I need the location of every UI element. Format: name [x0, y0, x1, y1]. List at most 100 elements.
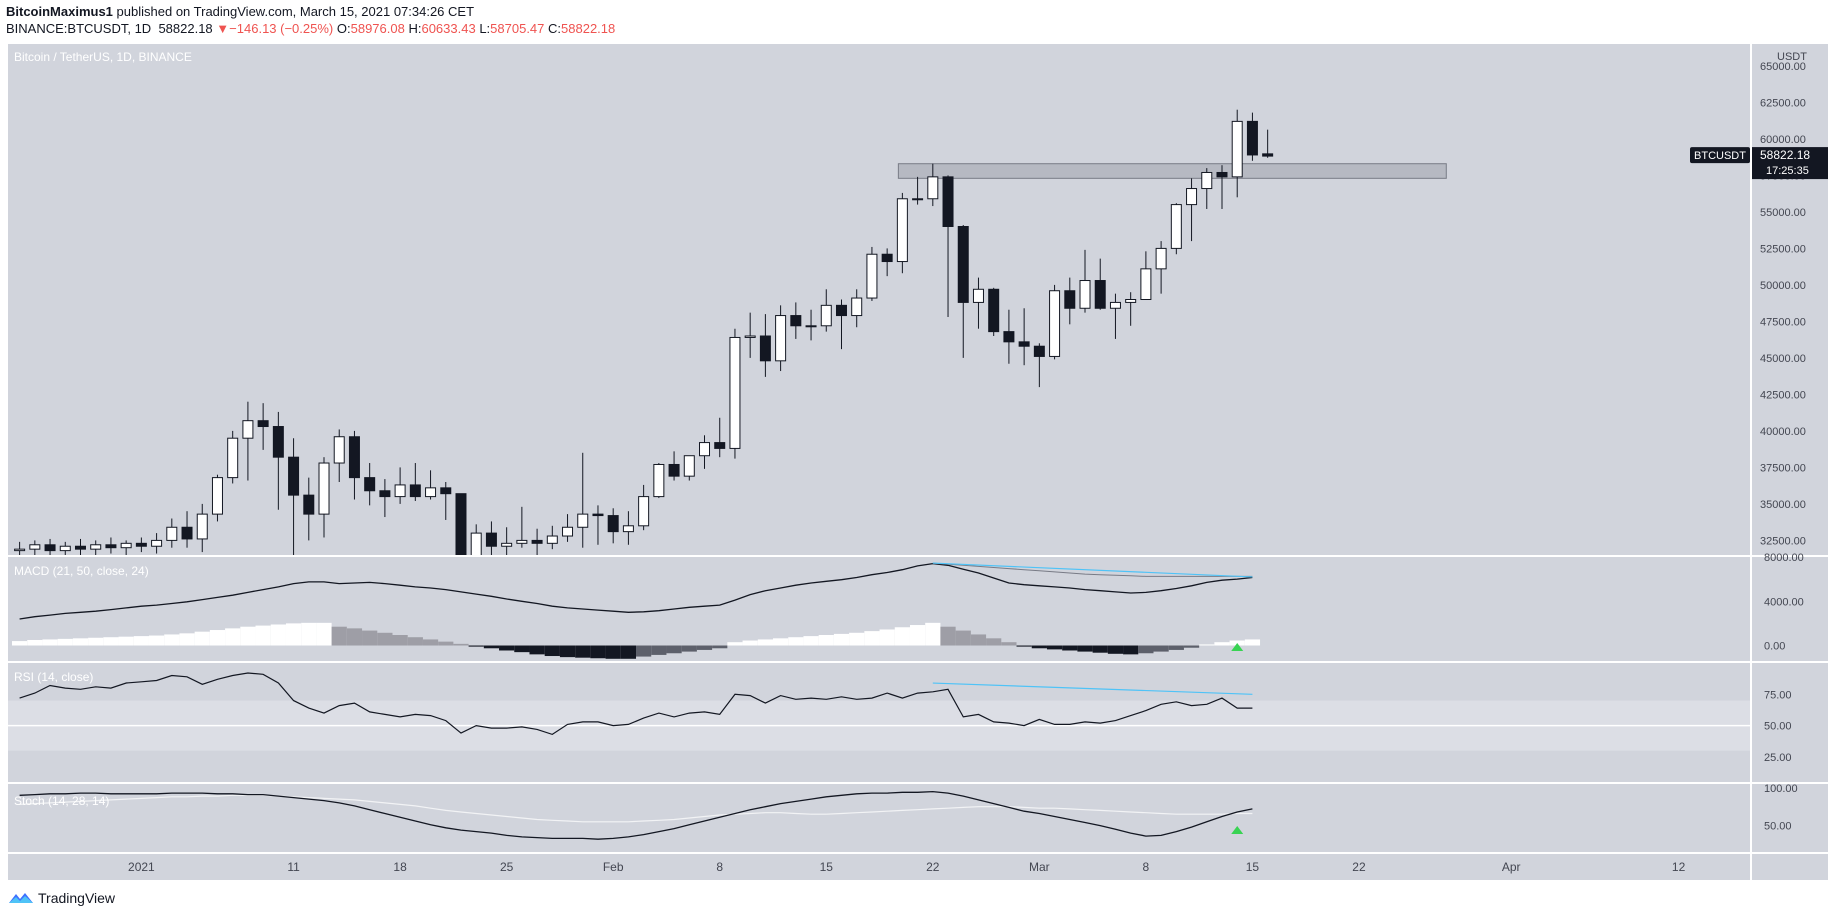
- macd-tick-label: 0.00: [1764, 641, 1785, 653]
- candle: [699, 435, 711, 469]
- candle-body: [988, 288, 1000, 333]
- candle-body: [1216, 171, 1228, 178]
- candle: [957, 225, 969, 358]
- candle: [501, 527, 513, 555]
- tradingview-logo-icon: [9, 893, 33, 903]
- candle: [1049, 284, 1061, 360]
- candle: [227, 430, 239, 484]
- candle: [1079, 249, 1091, 313]
- macd-histogram-bar: [849, 632, 865, 646]
- macd-histogram-bar: [940, 626, 956, 646]
- macd-histogram-bar: [12, 641, 28, 646]
- macd-histogram-bar: [103, 637, 119, 646]
- candle-body: [409, 484, 421, 498]
- macd-histogram-bar: [788, 637, 804, 646]
- candle: [866, 246, 878, 301]
- macd-histogram-bar: [499, 645, 515, 651]
- macd-histogram-bar: [1107, 645, 1124, 654]
- macd-histogram-bar: [72, 638, 89, 646]
- price-tick-label: 65000.00: [1760, 61, 1806, 73]
- time-axis-background: [8, 854, 1828, 880]
- publish-line: BitcoinMaximus1 published on TradingView…: [6, 4, 474, 19]
- candle-body: [942, 176, 954, 227]
- candle-body: [1003, 331, 1015, 343]
- candle: [1231, 109, 1243, 198]
- macd-histogram-bar: [605, 645, 621, 659]
- macd-signal-line: [932, 562, 1253, 577]
- candle-body: [135, 542, 147, 547]
- candle: [1140, 251, 1152, 300]
- candle-body: [851, 297, 863, 317]
- close-value: 58822.18: [561, 21, 616, 36]
- stoch-d-line: [19, 794, 1253, 823]
- macd-histogram-bar: [1077, 645, 1093, 652]
- candle-body: [622, 525, 634, 533]
- candles-layer: [14, 109, 1274, 555]
- macd-histogram-bar: [529, 645, 545, 655]
- candle-body: [379, 490, 391, 498]
- macd-histogram-bar: [483, 645, 500, 649]
- symbol-tag: [1690, 147, 1750, 164]
- low-value: 58705.47: [490, 21, 545, 36]
- candle: [1033, 343, 1045, 388]
- candle-body: [1094, 280, 1106, 309]
- candle-body: [668, 463, 680, 477]
- candle: [242, 401, 254, 481]
- rsi-line: [19, 672, 1253, 736]
- rsi-layer: [8, 672, 1750, 751]
- candle-body: [1018, 341, 1030, 347]
- macd-histogram-bar: [362, 630, 378, 646]
- time-tick-label: 22: [926, 860, 940, 874]
- candle-body: [1125, 299, 1137, 303]
- time-tick-label: Apr: [1502, 860, 1521, 874]
- candle: [485, 521, 497, 555]
- macd-histogram-bar: [377, 632, 393, 646]
- axes-layer: USDT 32500.00 35000.00 37500.00 40000.00 4250…: [128, 51, 1828, 874]
- candle-body: [1262, 153, 1274, 157]
- macd-histogram-bar: [773, 638, 789, 646]
- candle: [151, 533, 163, 554]
- candle-body: [105, 544, 117, 549]
- candle-body: [120, 542, 132, 549]
- stoch-tick-label: 100.00: [1764, 783, 1798, 795]
- footer-brand[interactable]: TradingView: [38, 890, 116, 906]
- macd-histogram-bar: [636, 645, 652, 657]
- candle: [333, 429, 345, 482]
- macd-histogram-bar: [316, 622, 332, 646]
- macd-histogram-bar: [42, 639, 58, 646]
- macd-histogram-bar: [620, 645, 637, 659]
- macd-line: [19, 562, 1253, 620]
- candle-body: [333, 436, 345, 464]
- candle-body: [1201, 171, 1213, 190]
- macd-histogram-bar: [544, 645, 560, 657]
- countdown-label: 17:25:35: [1766, 165, 1809, 177]
- time-tick-label: 11: [287, 860, 300, 874]
- macd-histogram-bar: [422, 639, 439, 646]
- stoch-k-line: [19, 790, 1253, 840]
- macd-histogram-bar: [1244, 639, 1261, 646]
- macd-title: MACD (21, 50, close, 24): [14, 564, 149, 578]
- author-name[interactable]: BitcoinMaximus1: [6, 4, 113, 19]
- macd-histogram-bar: [514, 645, 530, 653]
- candle: [881, 248, 893, 277]
- candle-body: [272, 426, 284, 458]
- macd-histogram-bar: [559, 645, 576, 658]
- macd-histogram-bar: [666, 645, 682, 654]
- candle-body: [227, 437, 239, 479]
- candle-body: [364, 477, 376, 492]
- candle: [653, 463, 665, 499]
- candle-body: [790, 315, 802, 327]
- rsi-tick-label: 50.00: [1764, 721, 1792, 733]
- pane-labels: Bitcoin / TetherUS, 1D, BINANCE MACD (21,…: [14, 50, 192, 808]
- candle: [288, 438, 300, 555]
- change-value: −146.13 (−0.25%): [229, 21, 334, 36]
- candle-body: [577, 513, 589, 528]
- macd-histogram-bar: [864, 631, 880, 646]
- price-tick-label: 35000.00: [1760, 499, 1806, 511]
- candle: [562, 514, 574, 542]
- ohlc-line: BINANCE:BTCUSDT, 1D 58822.18 ▼−146.13 (−…: [6, 21, 615, 36]
- candle: [942, 175, 954, 318]
- candle-body: [501, 542, 513, 547]
- candle: [1125, 292, 1137, 326]
